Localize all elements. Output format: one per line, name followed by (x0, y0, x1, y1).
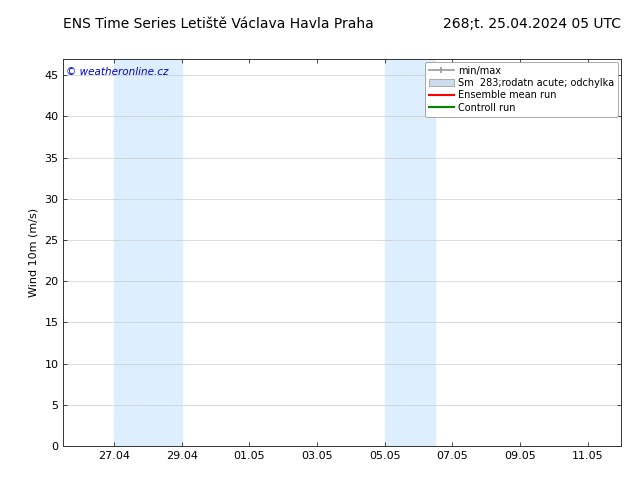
Bar (385, 59, 436, 446)
Text: ENS Time Series Letiště Václava Havla Praha: ENS Time Series Letiště Václava Havla Pr… (63, 18, 374, 31)
Y-axis label: Wind 10m (m/s): Wind 10m (m/s) (29, 208, 39, 297)
Bar (114, 59, 182, 446)
Legend: min/max, Sm  283;rodatn acute; odchylka, Ensemble mean run, Controll run: min/max, Sm 283;rodatn acute; odchylka, … (425, 62, 618, 117)
Text: © weatheronline.cz: © weatheronline.cz (66, 67, 169, 76)
Text: 268;t. 25.04.2024 05 UTC: 268;t. 25.04.2024 05 UTC (443, 18, 621, 31)
